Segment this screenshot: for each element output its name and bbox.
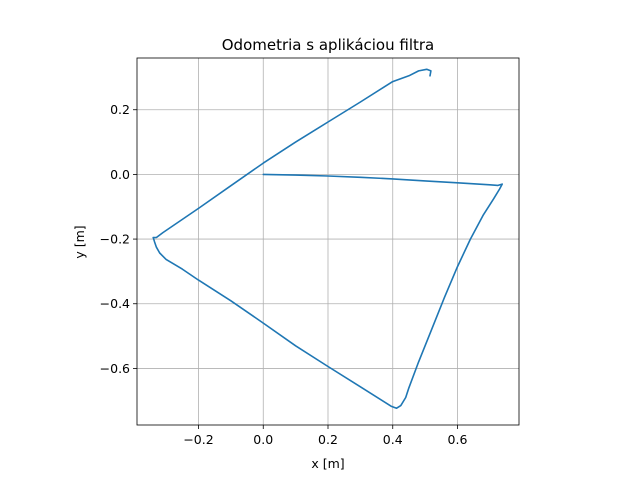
x-axis-ticks: −0.2 0.0 0.2 0.4 0.6 <box>183 425 467 447</box>
x-tick-label: 0.6 <box>448 432 468 447</box>
y-tick-label: 0.0 <box>110 167 130 182</box>
y-tick-label: −0.4 <box>100 296 130 311</box>
y-axis-ticks: −0.6 −0.4 −0.2 0.0 0.2 <box>100 102 137 376</box>
x-tick-label: −0.2 <box>183 432 213 447</box>
series-group <box>152 68 504 410</box>
grid <box>137 58 519 425</box>
x-tick-label: 0.4 <box>383 432 403 447</box>
x-tick-label: 0.0 <box>253 432 273 447</box>
chart-title: Odometria s aplikáciou filtra <box>222 36 435 54</box>
y-tick-label: −0.6 <box>100 361 130 376</box>
x-axis-label: x [m] <box>311 456 344 471</box>
y-tick-label: −0.2 <box>100 232 130 247</box>
x-tick-label: 0.2 <box>318 432 338 447</box>
y-tick-label: 0.2 <box>110 102 130 117</box>
trajectory-line <box>152 68 504 410</box>
y-axis-label: y [m] <box>72 225 87 258</box>
